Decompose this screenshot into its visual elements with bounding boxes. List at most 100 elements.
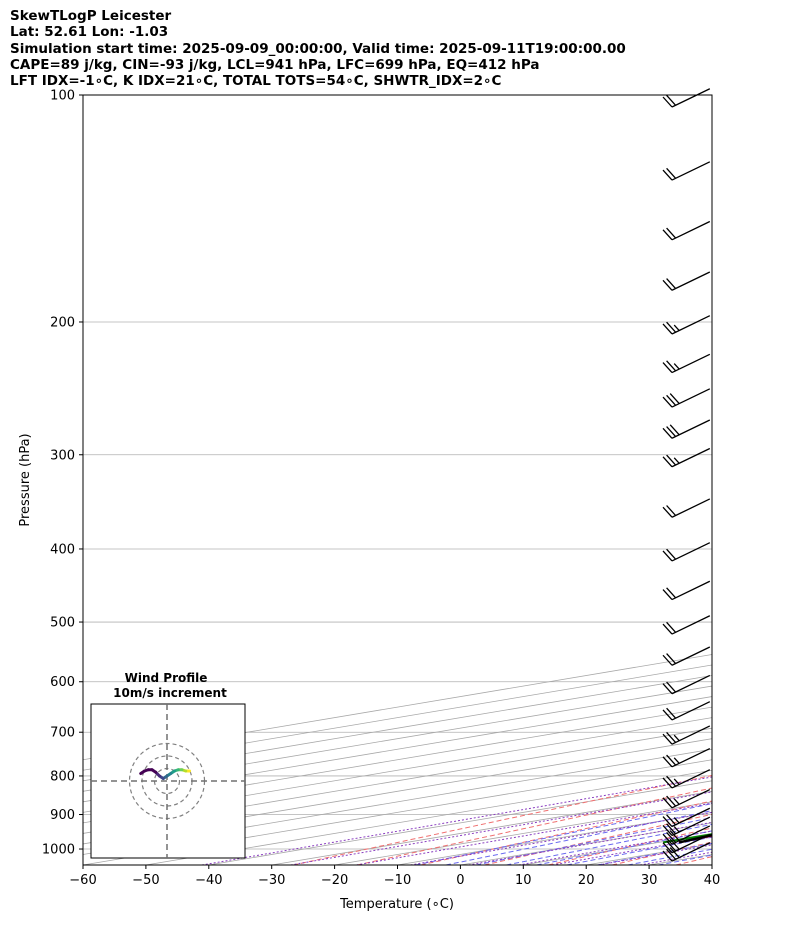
barb-shaft	[671, 315, 711, 335]
x-tick-label: −60	[69, 873, 96, 888]
isotherm-line	[586, 843, 712, 865]
barb-flag	[666, 167, 677, 179]
x-tick-label: 0	[456, 873, 464, 888]
barb-shaft	[671, 161, 711, 181]
barb-flag	[669, 847, 680, 858]
wind-barb	[662, 419, 711, 439]
wind-barb	[662, 825, 711, 845]
simulation-time-line: Simulation start time: 2025-09-09_00:00:…	[10, 40, 626, 57]
wind-barb	[662, 807, 711, 828]
barb-flag	[666, 832, 677, 843]
wind-barb	[662, 271, 711, 291]
wind-barb	[662, 615, 711, 635]
barb-flag	[666, 94, 677, 106]
axis-ticks: −60 −50 −40 −30 −20 −10 0 10 20 30 40 1000 900 800 700…	[42, 89, 720, 889]
mixing-ratio-line	[201, 776, 712, 865]
wind-barb	[662, 542, 711, 562]
barb-flag	[666, 426, 677, 437]
barb-flag	[662, 825, 673, 836]
hodograph-plot	[91, 704, 245, 858]
isotherm-line	[83, 727, 712, 834]
wind-barb	[662, 788, 711, 809]
moist-adiabat-line	[445, 810, 712, 865]
y-axis-label: Pressure (hPa)	[18, 433, 33, 526]
barb-shaft	[671, 498, 711, 518]
barb-flag	[666, 775, 677, 787]
barb-flag	[662, 850, 673, 862]
wind-barb	[662, 161, 711, 181]
moist-adiabat-line	[566, 836, 712, 865]
x-tick-label: 30	[641, 873, 658, 888]
y-tick-label: 400	[50, 542, 75, 557]
x-tick-label: −30	[258, 873, 285, 888]
barb-shaft	[671, 747, 711, 768]
barb-shaft	[671, 615, 711, 635]
barb-flag	[662, 623, 673, 635]
wind-barb	[662, 725, 711, 745]
indices-line: LFT IDX=-1∘C, K IDX=21∘C, TOTAL TOTS=54∘…	[10, 73, 502, 90]
dry-adiabat-line	[675, 856, 712, 865]
wind-barb	[662, 701, 711, 721]
wind-barb	[662, 220, 711, 241]
barb-half-flag	[673, 363, 680, 370]
barb-flag	[666, 454, 677, 466]
barb-flag	[662, 797, 673, 809]
barb-flag	[666, 227, 677, 239]
location-line: Lat: 52.61 Lon: -1.03	[10, 24, 169, 41]
barb-half-flag	[673, 457, 680, 464]
y-tick-label: 600	[50, 675, 75, 690]
barb-shaft	[671, 542, 711, 562]
isotherm-line	[83, 675, 712, 782]
barb-shaft	[671, 788, 711, 809]
barb-flag	[662, 362, 673, 373]
dry-adiabat-line	[740, 95, 794, 865]
barb-flag	[666, 848, 677, 860]
barb-flag	[666, 795, 677, 807]
barb-shaft	[671, 88, 711, 108]
barb-shaft	[671, 674, 711, 695]
mixing-ratio-line	[639, 851, 712, 865]
y-tick-label: 1000	[42, 843, 75, 858]
wind-barb	[662, 580, 711, 601]
hodograph-segment	[139, 769, 146, 775]
barb-half-flag	[673, 778, 680, 785]
barb-flag	[662, 396, 673, 408]
wind-barb	[662, 447, 711, 468]
barb-flag	[662, 709, 673, 721]
parcel-line	[678, 833, 712, 844]
hodograph-subtitle: 10m/s increment	[113, 686, 227, 700]
barb-shaft	[671, 388, 711, 408]
isotherm-line	[83, 685, 712, 792]
wind-barb	[662, 674, 711, 695]
barb-shaft	[671, 353, 711, 374]
dry-adiabat-line	[484, 813, 712, 865]
barb-flag	[666, 321, 677, 333]
x-tick-label: 40	[704, 873, 721, 888]
barb-flag	[666, 621, 677, 633]
barb-flag	[666, 653, 677, 664]
x-tick-label: 20	[578, 873, 595, 888]
barb-flag	[666, 681, 677, 693]
barb-shaft	[671, 220, 711, 241]
chart-title: SkewTLogP Leicester	[10, 8, 172, 24]
x-tick-label: −40	[195, 873, 222, 888]
barb-half-flag	[673, 826, 680, 833]
barb-flag	[662, 777, 673, 789]
y-tick-label: 200	[50, 315, 75, 330]
x-tick-label: −20	[321, 873, 348, 888]
wind-barb	[662, 498, 711, 518]
barb-flag	[666, 505, 677, 516]
wind-barb	[662, 646, 711, 666]
barb-shaft	[671, 271, 711, 291]
y-tick-label: 300	[50, 448, 75, 463]
x-tick-label: 10	[515, 873, 532, 888]
x-tick-label: −10	[384, 873, 411, 888]
barb-half-flag	[673, 324, 680, 331]
barb-shaft	[671, 419, 711, 439]
x-axis-label: Temperature (∘C)	[339, 897, 454, 912]
barb-flag	[662, 506, 673, 518]
mixing-ratio-line	[410, 811, 712, 865]
wind-barb	[662, 88, 711, 108]
dry-adiabat-line	[293, 774, 712, 865]
